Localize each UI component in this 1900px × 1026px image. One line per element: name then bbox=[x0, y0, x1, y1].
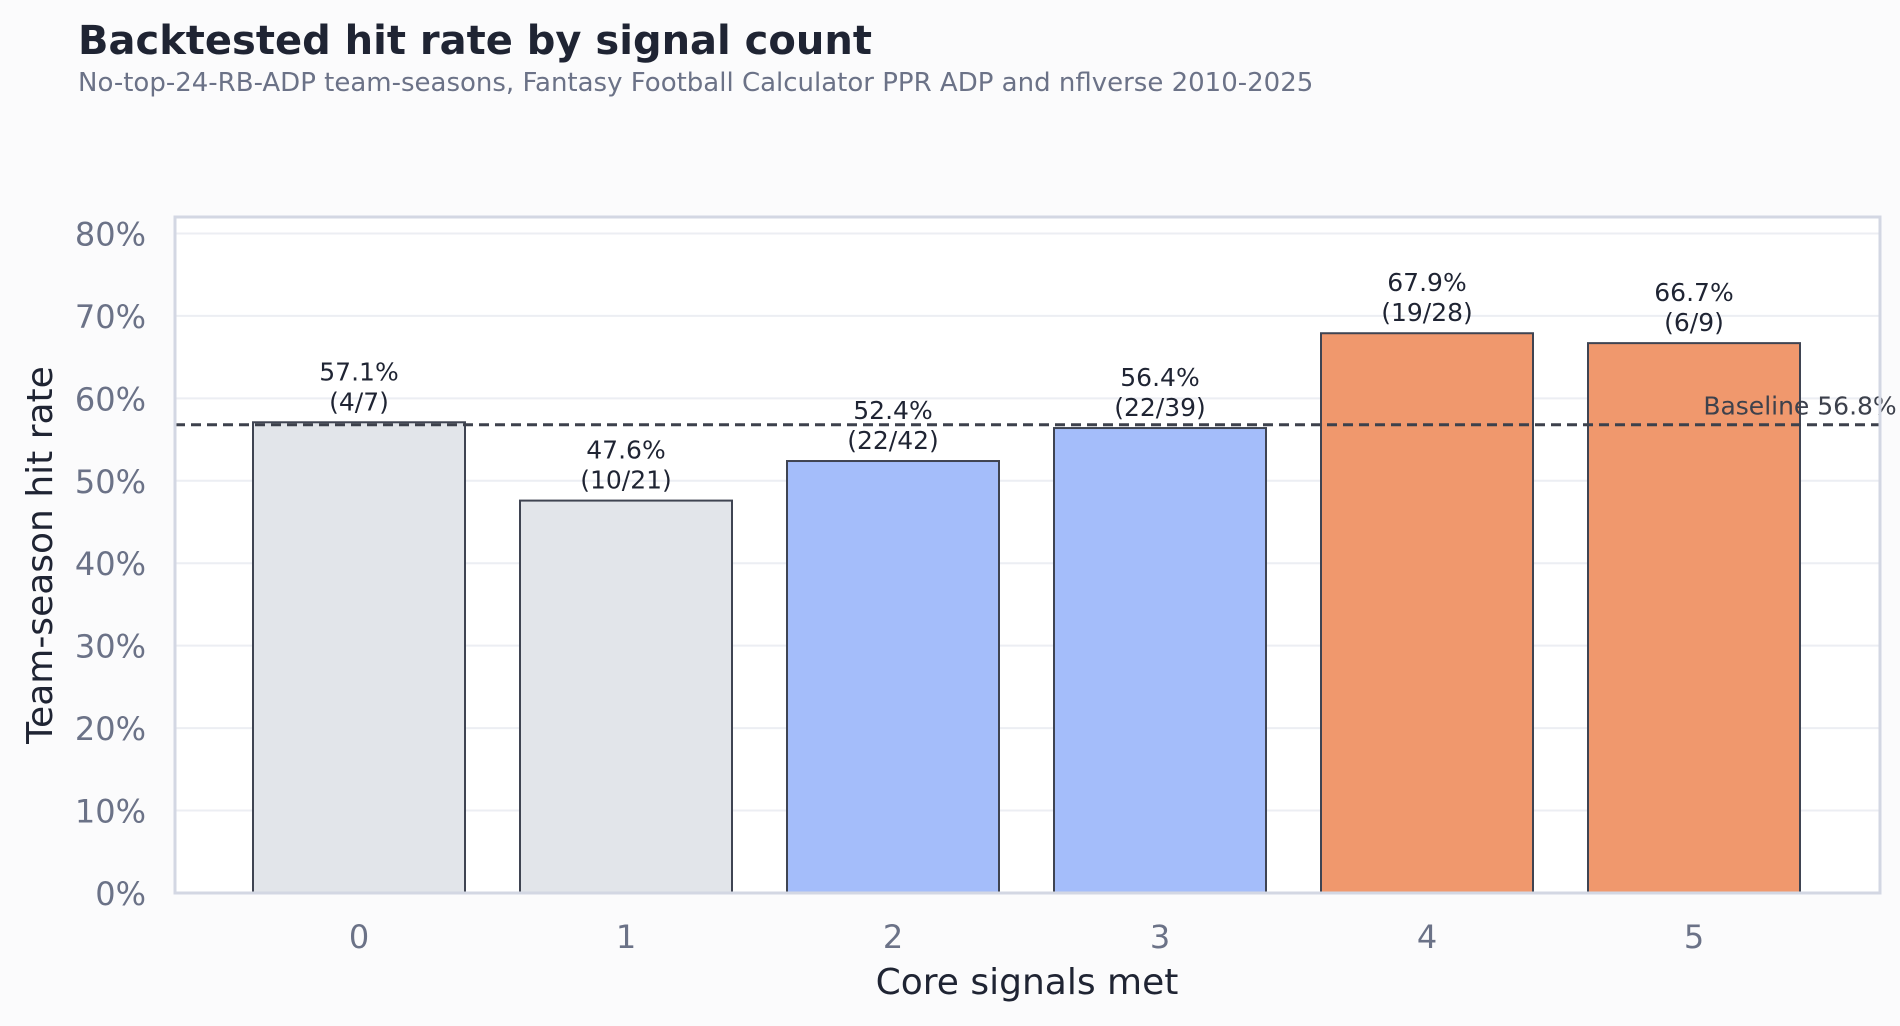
bar-count-label: (19/28) bbox=[1381, 298, 1473, 327]
bar-count-label: (4/7) bbox=[329, 387, 389, 416]
chart-title: Backtested hit rate by signal count bbox=[78, 18, 872, 64]
y-tick-label: 0% bbox=[95, 875, 146, 913]
y-tick-label: 50% bbox=[75, 463, 146, 501]
x-tick-label: 4 bbox=[1417, 918, 1437, 956]
x-tick-label: 0 bbox=[349, 918, 369, 956]
axes-frame bbox=[173, 215, 1882, 895]
baseline-group: Baseline 56.8% bbox=[175, 392, 1897, 427]
bar-4 bbox=[1320, 332, 1534, 894]
y-tick-label: 80% bbox=[75, 215, 146, 253]
bar-2 bbox=[786, 460, 1000, 894]
bar-value-label: 47.6% bbox=[586, 436, 665, 465]
y-tick-label: 60% bbox=[75, 380, 146, 418]
y-tick-label: 70% bbox=[75, 298, 146, 336]
y-tick-label: 10% bbox=[75, 793, 146, 831]
x-tick-label: 3 bbox=[1150, 918, 1170, 956]
bar-count-label: (6/9) bbox=[1664, 308, 1724, 337]
baseline-label: Baseline 56.8% bbox=[1703, 392, 1896, 421]
x-tick-label: 2 bbox=[883, 918, 903, 956]
bars bbox=[252, 332, 1801, 894]
bar-0 bbox=[252, 421, 466, 894]
bar-count-label: (10/21) bbox=[580, 466, 672, 495]
y-tick-label: 30% bbox=[75, 628, 146, 666]
x-tick-label: 5 bbox=[1684, 918, 1704, 956]
bar-5 bbox=[1587, 342, 1801, 894]
chart-subtitle: No-top-24-RB-ADP team-seasons, Fantasy F… bbox=[78, 68, 1313, 98]
bar-count-label: (22/39) bbox=[1114, 393, 1206, 422]
bar-value-label: 67.9% bbox=[1387, 268, 1466, 297]
bar-3 bbox=[1053, 427, 1267, 894]
y-tick-label: 40% bbox=[75, 545, 146, 583]
bar-labels: 57.1%(4/7)47.6%(10/21)52.4%(22/42)56.4%(… bbox=[319, 268, 1733, 494]
x-tick-label: 1 bbox=[616, 918, 636, 956]
y-axis-ticks: 0% 10% 20% 30% 40% 50% 60% 70% 80% bbox=[75, 215, 146, 913]
x-axis-ticks: 0 1 2 3 4 5 bbox=[349, 918, 1704, 956]
bar-count-label: (22/42) bbox=[847, 426, 939, 455]
bar-value-label: 57.1% bbox=[319, 357, 398, 386]
x-axis-label: Core signals met bbox=[876, 962, 1179, 1003]
y-tick-label: 20% bbox=[75, 710, 146, 748]
bar-1 bbox=[519, 499, 733, 894]
bar-value-label: 56.4% bbox=[1120, 363, 1199, 392]
bar-value-label: 52.4% bbox=[853, 396, 932, 425]
y-axis-label: Team-season hit rate bbox=[20, 366, 61, 745]
bar-value-label: 66.7% bbox=[1654, 278, 1733, 307]
